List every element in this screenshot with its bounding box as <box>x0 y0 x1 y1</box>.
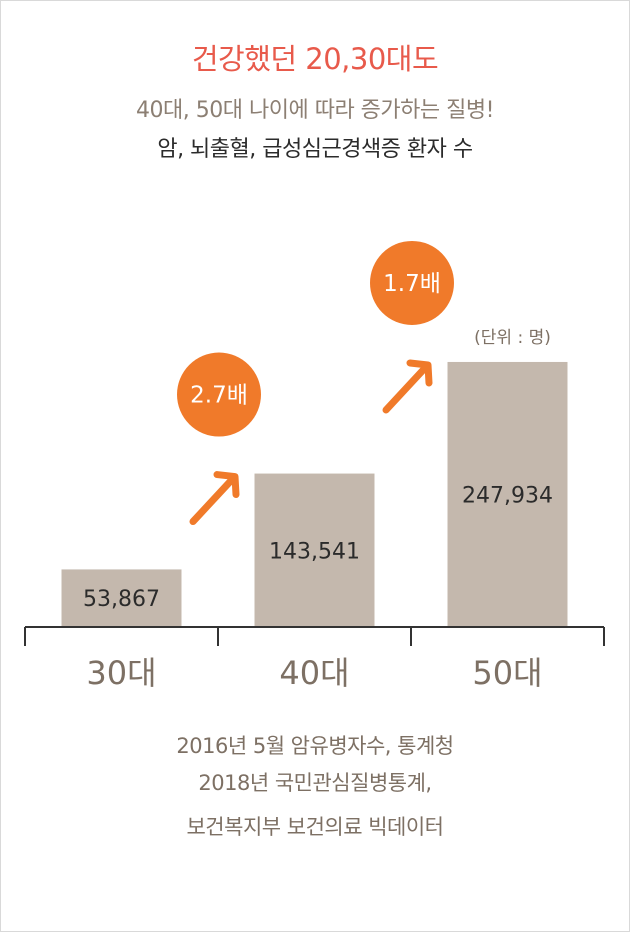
chart-subtitle: 40대, 50대 나이에 따라 증가하는 질병! <box>136 98 494 123</box>
bar-value-label: 247,934 <box>462 483 553 508</box>
source-line-2: 2018년 국민관심질병통계, <box>198 771 432 795</box>
growth-arrow-shaft <box>189 476 236 526</box>
growth-arrow-shaft <box>382 364 429 414</box>
growth-arrow-head <box>213 471 240 499</box>
growth-label: 1.7배 <box>383 271 441 297</box>
source-line-1: 2016년 5월 암유병자수, 통계청 <box>176 734 454 758</box>
source-line-3: 보건복지부 보건의료 빅데이터 <box>186 815 444 839</box>
x-tick-label: 40대 <box>279 654 349 692</box>
growth-circle <box>370 240 454 325</box>
x-tick-label: 50대 <box>472 654 542 692</box>
bar-value-label: 53,867 <box>83 587 160 612</box>
chart-subtitle-diseases: 암, 뇌출혈, 급성심근경색증 환자 수 <box>157 137 473 162</box>
bar-value-label: 143,541 <box>269 539 360 564</box>
x-tick-label: 30대 <box>86 654 156 692</box>
growth-arrow-head <box>406 359 433 387</box>
bar-40대 <box>254 473 375 627</box>
bar-50대 <box>447 361 568 627</box>
chart-title: 건강했던 20,30대도 <box>191 42 439 76</box>
bar-30대 <box>61 569 182 627</box>
growth-label: 2.7배 <box>190 383 248 409</box>
growth-circle <box>177 352 261 437</box>
unit-label: (단위 : 명) <box>474 328 551 348</box>
